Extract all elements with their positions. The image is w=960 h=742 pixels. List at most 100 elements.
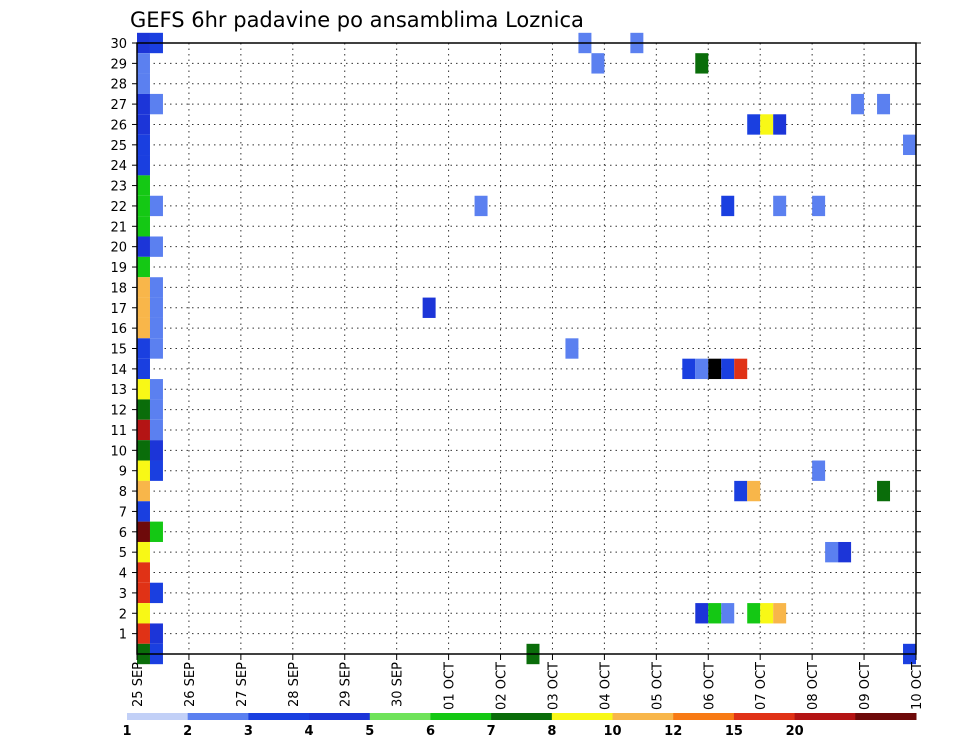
heatmap-cell xyxy=(877,93,891,115)
y-tick-label: 14 xyxy=(110,363,127,378)
y-tick-label: 30 xyxy=(110,37,127,52)
heatmap-cell xyxy=(149,93,163,115)
colorbar-label: 15 xyxy=(725,724,743,739)
heatmap-cell xyxy=(695,603,709,624)
heatmap-cell xyxy=(137,134,150,156)
heatmap-cell xyxy=(149,440,163,461)
heatmap-cell xyxy=(137,582,150,604)
heatmap-cell xyxy=(137,501,150,522)
heatmap-cell xyxy=(903,134,916,156)
y-tick-label: 7 xyxy=(119,505,127,520)
y-tick-label: 24 xyxy=(110,159,127,174)
colorbar-segment xyxy=(855,713,917,720)
heatmap-cell xyxy=(760,603,774,624)
colorbar-label: 6 xyxy=(426,724,435,739)
colorbar-segment xyxy=(491,713,553,720)
y-tick-label: 2 xyxy=(119,607,127,622)
heatmap-cell xyxy=(137,256,150,278)
heatmap-cell xyxy=(137,114,150,135)
colorbar-segment xyxy=(794,713,856,720)
y-tick-label: 3 xyxy=(119,587,127,602)
heatmap-cell xyxy=(137,297,150,318)
heatmap-cell xyxy=(838,541,852,563)
y-tick-label: 23 xyxy=(110,180,127,195)
x-tick-label: 07 OCT xyxy=(754,662,769,710)
heatmap-cell xyxy=(149,399,163,420)
heatmap-cell xyxy=(721,603,735,624)
y-tick-label: 28 xyxy=(110,78,127,93)
colorbar-segment xyxy=(187,713,249,720)
heatmap-cell xyxy=(721,358,735,380)
chart-title: GEFS 6hr padavine po ansamblima Loznica xyxy=(130,8,584,32)
heatmap-cell xyxy=(137,419,150,441)
y-tick-label: 8 xyxy=(119,485,127,500)
colorbar-segment xyxy=(430,713,492,720)
x-axis-ticks: 25 SEP 26 SEP 27 SEP 28 SEP 29 SEP 30 SEP 01 O… xyxy=(131,654,925,710)
heatmap-cell xyxy=(137,195,150,217)
colorbar-label: 12 xyxy=(664,724,682,739)
y-tick-label: 26 xyxy=(110,118,127,133)
heatmap-cell xyxy=(734,480,748,502)
y-tick-label: 18 xyxy=(110,281,127,296)
heatmap-cell xyxy=(565,338,579,359)
heatmap-cell xyxy=(773,114,787,135)
y-axis-ticks: 1234567891011121314151617181920212223242… xyxy=(110,37,921,643)
colorbar-label: 2 xyxy=(183,724,192,739)
x-tick-label: 26 SEP xyxy=(183,662,198,707)
x-tick-label: 30 SEP xyxy=(391,662,406,707)
y-tick-label: 22 xyxy=(110,200,127,215)
x-tick-label: 10 OCT xyxy=(910,662,925,710)
colorbar-segment xyxy=(733,713,796,720)
heatmap-cell xyxy=(149,419,163,441)
heatmap-cell xyxy=(137,358,150,380)
colorbar-label: 4 xyxy=(305,724,314,739)
heatmap-cell xyxy=(149,521,163,542)
heatmap-cell xyxy=(747,603,761,624)
heatmap-cell xyxy=(137,277,150,298)
heatmap-cell xyxy=(149,317,163,339)
heatmap-cell xyxy=(137,236,150,257)
heatmap-cell xyxy=(137,317,150,339)
y-tick-label: 11 xyxy=(110,424,127,439)
heatmap-cell xyxy=(812,195,826,217)
y-tick-label: 29 xyxy=(110,57,127,72)
x-tick-label: 01 OCT xyxy=(443,662,458,710)
colorbar: 1 2 3 4 5 6 7 8 10 12 15 20 xyxy=(122,713,917,739)
heatmap-cell xyxy=(695,358,709,380)
heatmap-cell xyxy=(773,195,787,217)
heatmap-cell xyxy=(760,114,774,135)
y-tick-label: 15 xyxy=(110,343,127,358)
heatmap-cell xyxy=(137,155,150,176)
heatmap-cell xyxy=(137,73,150,94)
heatmap-cell xyxy=(747,480,761,502)
heatmap-cell xyxy=(137,460,150,481)
y-tick-label: 10 xyxy=(110,444,127,459)
colorbar-label: 5 xyxy=(365,724,374,739)
y-tick-label: 5 xyxy=(119,546,127,561)
y-tick-label: 27 xyxy=(110,98,127,113)
heatmap-cell xyxy=(149,460,163,481)
heatmap-cell xyxy=(682,358,696,380)
heatmap-cell xyxy=(137,623,150,644)
colorbar-segment xyxy=(248,713,310,720)
heatmap-cell xyxy=(149,379,163,400)
x-tick-label: 27 SEP xyxy=(235,662,250,707)
colorbar-label: 3 xyxy=(244,724,253,739)
heatmap-cell xyxy=(721,195,735,217)
y-tick-label: 4 xyxy=(119,567,127,582)
colorbar-label: 8 xyxy=(547,724,556,739)
colorbar-label: 7 xyxy=(487,724,496,739)
y-tick-label: 21 xyxy=(110,220,127,235)
colorbar-segment xyxy=(551,713,614,720)
heatmap-cell xyxy=(149,582,163,604)
x-tick-label: 09 OCT xyxy=(858,662,873,710)
x-tick-label: 25 SEP xyxy=(131,662,146,707)
heatmap-cell xyxy=(851,93,865,115)
heatmap-cell xyxy=(474,195,488,217)
heatmap-cell xyxy=(137,440,150,461)
heatmap-cell xyxy=(812,460,826,481)
heatmap-cell xyxy=(137,53,150,74)
heatmap-cell xyxy=(149,338,163,359)
heatmap-cell xyxy=(149,277,163,298)
heatmap-cell xyxy=(149,236,163,257)
